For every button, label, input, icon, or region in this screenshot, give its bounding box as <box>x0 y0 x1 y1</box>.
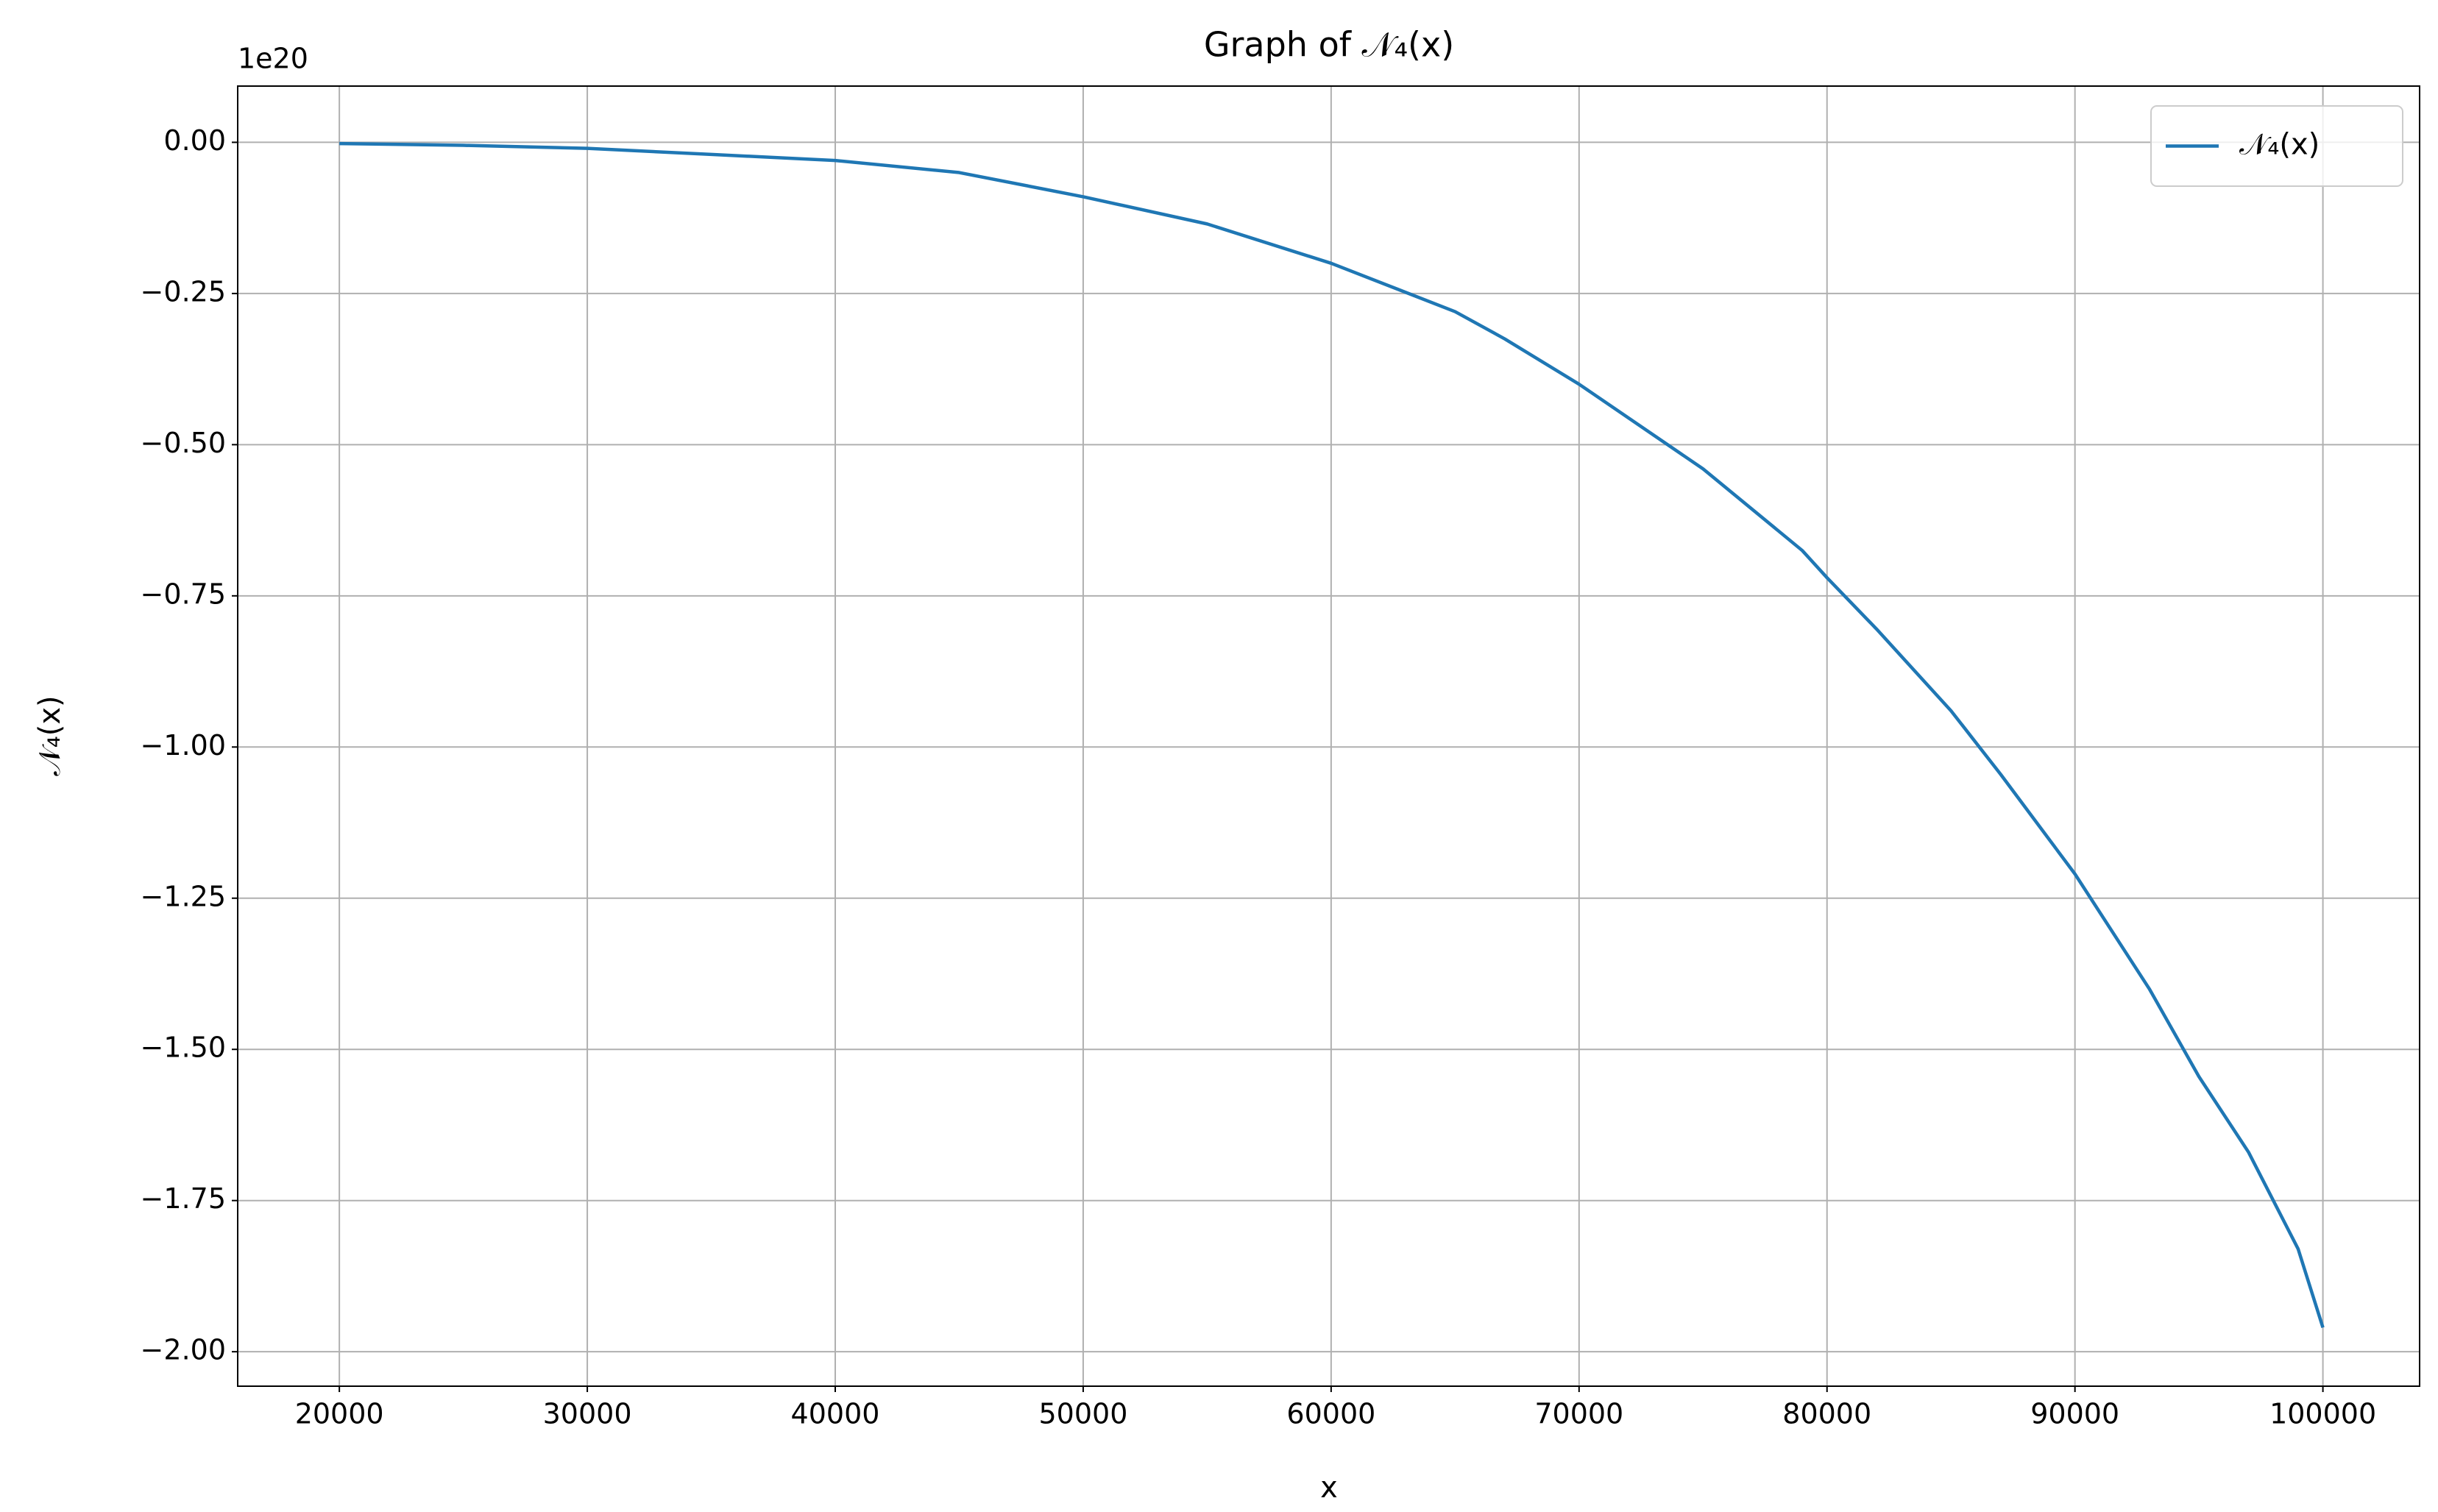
y-tick-label: −2.00 <box>141 1334 226 1366</box>
y-tick-label: −0.50 <box>141 427 226 459</box>
x-tick-label: 40000 <box>791 1398 880 1430</box>
y-tick-label: 0.00 <box>163 124 226 157</box>
series-line <box>339 141 2325 1328</box>
x-tick-label: 20000 <box>295 1398 384 1430</box>
x-tick-label: 30000 <box>543 1398 632 1430</box>
y-axis-label: 𝒩₄(x) <box>33 695 67 775</box>
x-tick-label: 50000 <box>1038 1398 1127 1430</box>
chart-title: Graph of 𝒩₄(x) <box>1204 25 1454 65</box>
y-tick-label: −1.50 <box>141 1032 226 1064</box>
y-tick-label: −1.00 <box>141 729 226 762</box>
y-tick-label: −0.25 <box>141 275 226 308</box>
legend-box <box>2150 105 2403 187</box>
x-tick-label: 100000 <box>2269 1398 2376 1430</box>
x-tick-label: 60000 <box>1286 1398 1375 1430</box>
offset-label: 1e20 <box>238 43 308 75</box>
y-tick-label: −0.75 <box>141 578 226 610</box>
x-tick-label: 90000 <box>2030 1398 2119 1430</box>
axes-frame <box>237 85 2420 1387</box>
y-tick-label: −1.75 <box>141 1182 226 1215</box>
legend-label: 𝒩₄(x) <box>2239 128 2320 162</box>
y-tick-label: −1.25 <box>141 880 226 912</box>
x-axis-label: x <box>1320 1471 1338 1505</box>
x-tick-label: 80000 <box>1782 1398 1871 1430</box>
x-tick-label: 70000 <box>1534 1398 1623 1430</box>
